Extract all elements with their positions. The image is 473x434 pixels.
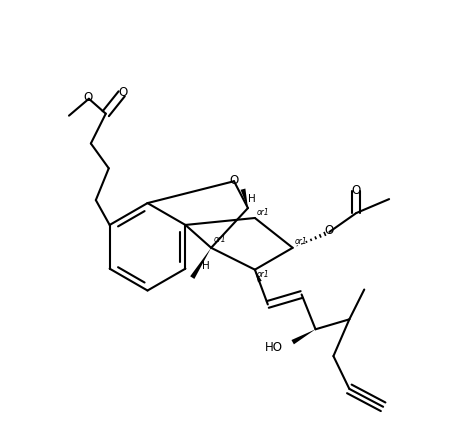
Text: H: H bbox=[202, 261, 210, 271]
Text: H: H bbox=[248, 194, 256, 204]
Text: or1: or1 bbox=[295, 237, 307, 247]
Text: HO: HO bbox=[265, 341, 283, 354]
Text: O: O bbox=[229, 174, 239, 187]
Polygon shape bbox=[241, 188, 248, 208]
Text: O: O bbox=[118, 86, 127, 99]
Text: O: O bbox=[83, 91, 93, 104]
Polygon shape bbox=[291, 329, 315, 344]
Text: O: O bbox=[325, 224, 334, 237]
Text: O: O bbox=[351, 184, 361, 197]
Text: or1: or1 bbox=[257, 270, 270, 279]
Polygon shape bbox=[255, 270, 262, 283]
Text: or1: or1 bbox=[214, 235, 227, 244]
Polygon shape bbox=[190, 248, 211, 279]
Text: or1: or1 bbox=[257, 207, 270, 217]
